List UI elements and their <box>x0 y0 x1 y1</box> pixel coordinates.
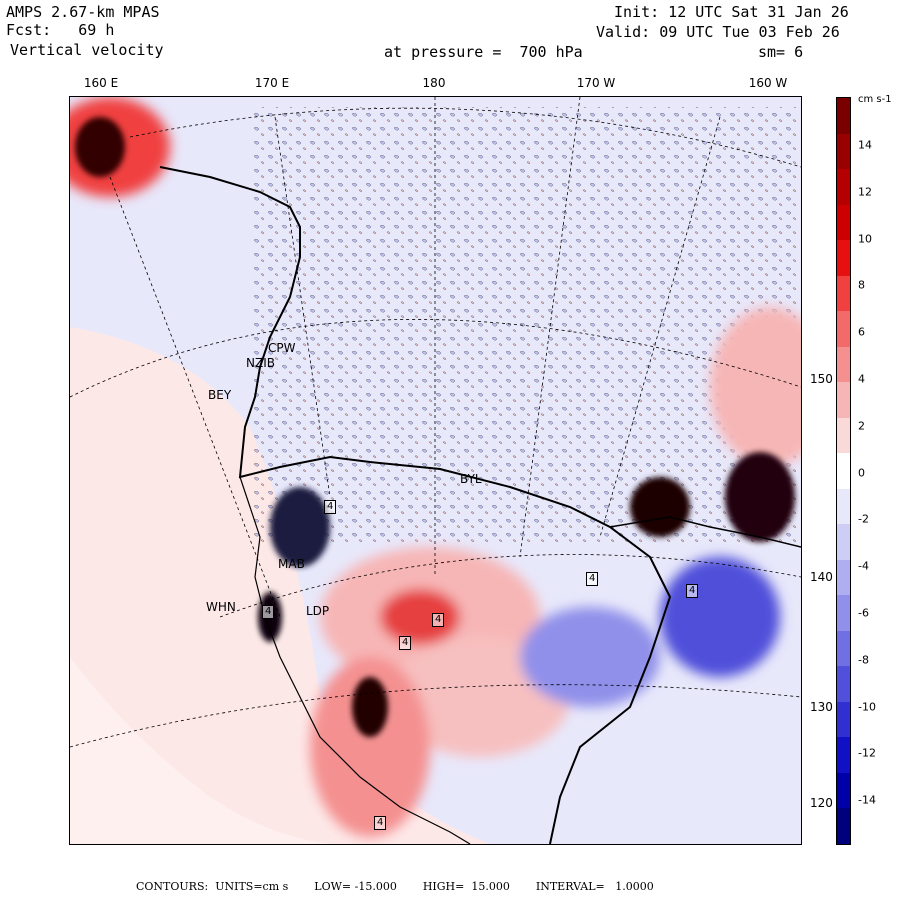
colorbar-band <box>837 737 850 774</box>
colorbar-label: 8 <box>858 278 865 292</box>
station-bey: BEY <box>208 388 232 402</box>
contour-interval: INTERVAL= 1.0000 <box>535 880 654 893</box>
contour-badge: 4 <box>324 500 337 514</box>
colorbar-label: 2 <box>858 419 865 433</box>
station-cpw: CPW <box>268 341 296 355</box>
station-ldp: LDP <box>306 604 330 618</box>
colorbar-label: 6 <box>858 325 865 339</box>
colorbar-band <box>837 488 850 525</box>
smoothing: sm= 6 <box>758 43 804 61</box>
colorbar-label: -2 <box>858 512 869 526</box>
contour-badge: 4 <box>586 572 599 586</box>
lon-label-160e: 160 E <box>83 76 119 90</box>
velocity-map <box>50 96 830 845</box>
map-canvas <box>50 96 830 845</box>
colorbar-band <box>837 311 850 348</box>
colorbar-band <box>837 701 850 738</box>
colorbar-band <box>837 133 850 170</box>
lon-label-170e: 170 E <box>254 76 290 90</box>
colorbar-band <box>837 98 850 135</box>
colorbar <box>836 97 851 845</box>
lon-label-170w: 170 W <box>576 76 616 90</box>
contour-badge: 4 <box>432 613 445 627</box>
colorbar-band <box>837 630 850 667</box>
station-mab: MAB <box>278 557 305 571</box>
colorbar-band <box>837 275 850 312</box>
forecast-hour: 69 h <box>78 21 115 39</box>
colorbar-band <box>837 346 850 383</box>
init-time: Init: 12 UTC Sat 31 Jan 26 <box>614 3 849 21</box>
forecast-label: Fcst: 69 h <box>6 22 114 39</box>
colorbar-band <box>837 169 850 206</box>
colorbar-band <box>837 240 850 277</box>
station-whn: WHN <box>206 600 236 614</box>
colorbar-unit: cm s-1 <box>858 94 892 105</box>
colorbar-band <box>837 453 850 490</box>
colorbar-band <box>837 808 850 845</box>
colorbar-label: -14 <box>858 793 876 807</box>
colorbar-band <box>837 524 850 561</box>
colorbar-label: 14 <box>858 138 872 152</box>
colorbar-band <box>837 204 850 241</box>
colorbar-label: 12 <box>858 185 872 199</box>
contour-info: CONTOURS: UNITS=cm s LOW= -15.000 HIGH= 15… <box>136 880 680 893</box>
colorbar-label: 4 <box>858 372 865 386</box>
colorbar-label: -12 <box>858 746 876 760</box>
contour-low: LOW= -15.000 <box>314 880 397 893</box>
colorbar-label: -6 <box>858 606 869 620</box>
colorbar-label: 10 <box>858 232 872 246</box>
colorbar-band <box>837 666 850 703</box>
station-byl: BYL <box>460 472 482 486</box>
field-name: Vertical velocity <box>10 41 164 59</box>
contour-high: HIGH= 15.000 <box>422 880 510 893</box>
colorbar-band <box>837 382 850 419</box>
lon-label-180: 180 <box>422 76 446 90</box>
pressure-level: at pressure = 700 hPa <box>384 43 583 61</box>
colorbar-label: -8 <box>858 653 869 667</box>
contour-badge: 4 <box>686 584 699 598</box>
colorbar-band <box>837 595 850 632</box>
model-title: AMPS 2.67-km MPAS <box>6 3 160 21</box>
lon-label-160w: 160 W <box>748 76 788 90</box>
colorbar-label: 0 <box>858 466 865 480</box>
forecast-label-text: Fcst: <box>6 21 52 39</box>
colorbar-label: -10 <box>858 700 876 714</box>
station-nzib: NZIB <box>246 356 275 370</box>
colorbar-band <box>837 417 850 454</box>
contour-badge: 4 <box>399 636 412 650</box>
contour-badge: 4 <box>262 605 275 619</box>
valid-time: Valid: 09 UTC Tue 03 Feb 26 <box>596 23 840 41</box>
colorbar-band <box>837 559 850 596</box>
contour-units: CONTOURS: UNITS=cm s <box>136 880 289 893</box>
colorbar-band <box>837 772 850 809</box>
contour-badge: 4 <box>374 816 387 830</box>
colorbar-label: -4 <box>858 559 869 573</box>
